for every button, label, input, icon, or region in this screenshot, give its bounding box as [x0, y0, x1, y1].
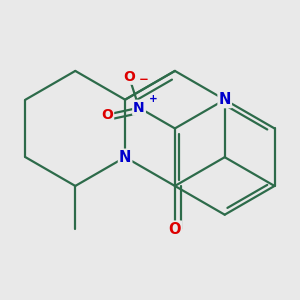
Text: −: − — [139, 73, 149, 86]
Text: N: N — [133, 101, 145, 115]
Text: N: N — [218, 92, 231, 107]
Text: O: O — [123, 70, 135, 84]
Text: O: O — [101, 108, 113, 122]
Text: +: + — [149, 94, 158, 104]
Text: N: N — [119, 150, 131, 165]
Text: O: O — [169, 222, 181, 237]
